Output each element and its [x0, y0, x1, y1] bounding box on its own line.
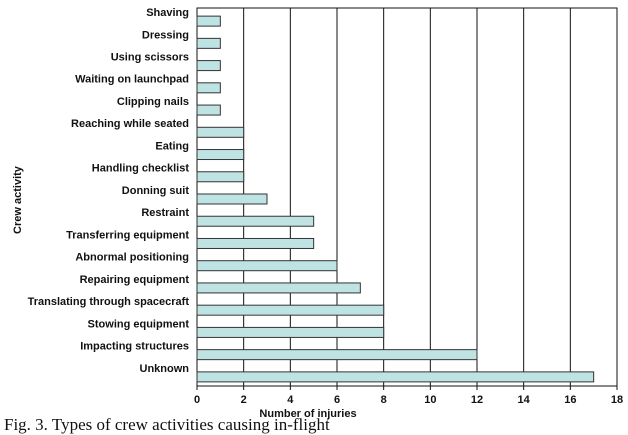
y-tick-label: Shaving	[146, 7, 189, 19]
y-tick-label: Stowing equipment	[88, 318, 190, 330]
bar	[196, 371, 595, 383]
x-tick-label: 10	[424, 394, 436, 406]
bar	[196, 282, 361, 294]
y-tick-label: Impacting structures	[80, 341, 189, 353]
caption: Fig. 3. Types of crew activities causing…	[4, 415, 330, 434]
bar	[196, 104, 221, 116]
y-tick-label: Waiting on launchpad	[75, 74, 189, 86]
bar	[196, 304, 385, 316]
y-tick-label: Reaching while seated	[71, 118, 189, 130]
y-tick-label: Unknown	[140, 363, 190, 375]
y-tick-label: Translating through spacecraft	[28, 296, 190, 308]
bar	[196, 326, 385, 338]
x-tick-label: 8	[381, 394, 387, 406]
bar	[196, 37, 221, 49]
y-tick-label: Restraint	[141, 207, 189, 219]
x-tick-label: 0	[194, 394, 200, 406]
bar	[196, 149, 245, 161]
x-tick-label: 16	[564, 394, 576, 406]
bar	[196, 15, 221, 27]
x-tick-label: 14	[518, 394, 531, 406]
x-tick-label: 6	[334, 394, 340, 406]
x-tick-label: 2	[241, 394, 247, 406]
bar	[196, 349, 478, 361]
x-tick-label: 12	[471, 394, 483, 406]
y-tick-label: Using scissors	[111, 51, 189, 63]
bar	[196, 237, 315, 249]
y-tick-label: Eating	[155, 140, 189, 152]
bar	[196, 260, 338, 272]
y-tick-label: Handling checklist	[92, 163, 190, 175]
y-tick-label: Abnormal positioning	[75, 252, 189, 264]
bar	[196, 82, 221, 94]
y-tick-label: Dressing	[142, 29, 189, 41]
bar	[196, 215, 315, 227]
y-tick-label: Donning suit	[122, 185, 190, 197]
x-tick-label: 18	[611, 394, 623, 406]
x-tick-label: 4	[287, 394, 294, 406]
bar	[196, 171, 245, 183]
bar	[196, 60, 221, 72]
y-axis-label: Crew activity	[12, 165, 24, 234]
bar	[196, 193, 268, 205]
y-tick-label: Transferring equipment	[66, 229, 189, 241]
y-tick-label: Repairing equipment	[80, 274, 190, 286]
bar	[196, 126, 245, 138]
x-axis-label: Number of injuries	[259, 408, 356, 420]
y-tick-label: Clipping nails	[117, 96, 189, 108]
